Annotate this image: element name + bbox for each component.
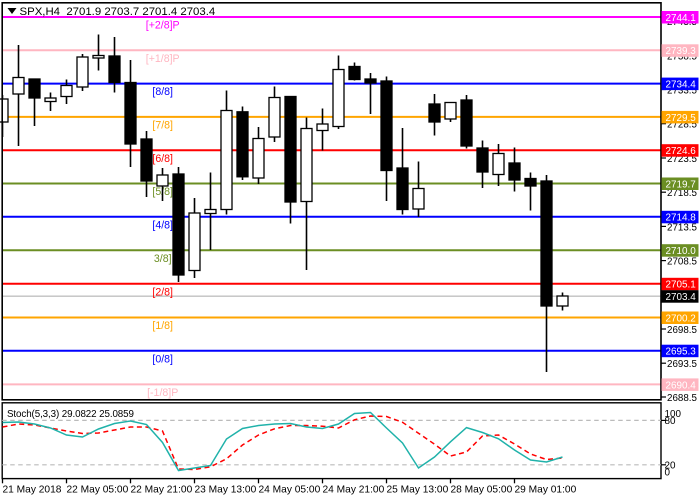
svg-text:[-1/8]P: [-1/8]P [147,387,178,399]
svg-text:24 May 21:00: 24 May 21:00 [323,484,385,495]
svg-text:[+2/8]P: [+2/8]P [146,20,180,32]
svg-text:23 May 13:00: 23 May 13:00 [195,484,257,495]
svg-text:22 May 21:00: 22 May 21:00 [131,484,193,495]
svg-text:2739.3: 2739.3 [666,46,697,57]
svg-text:2690.4: 2690.4 [666,380,697,391]
svg-text:2688.5: 2688.5 [667,393,698,404]
svg-text:2713.5: 2713.5 [667,222,698,233]
svg-text:25 May 13:00: 25 May 13:00 [387,484,449,495]
svg-text:[2/8]: [2/8] [152,286,173,298]
svg-text:2724.6: 2724.6 [666,146,697,157]
svg-text:SPX,H4 2701.9 2703.7 2701.4 2: SPX,H4 2701.9 2703.7 2701.4 2703.4 [20,6,216,18]
svg-text:2700.2: 2700.2 [666,313,696,324]
svg-text:2710.0: 2710.0 [666,246,697,257]
svg-text:2693.5: 2693.5 [667,359,698,370]
svg-text:[4/8]: [4/8] [152,219,173,231]
svg-text:2734.4: 2734.4 [666,80,697,91]
svg-text:20: 20 [665,461,676,472]
svg-text:[1/8]: [1/8] [152,320,173,332]
svg-text:2708.5: 2708.5 [667,257,698,268]
svg-text:[0/8]: [0/8] [152,353,173,365]
svg-text:24 May 05:00: 24 May 05:00 [259,484,321,495]
svg-text:0: 0 [665,468,671,479]
svg-text:2723.5: 2723.5 [667,154,698,165]
svg-text:[8/8]: [8/8] [152,86,173,98]
svg-text:22 May 05:00: 22 May 05:00 [67,484,129,495]
svg-text:2705.1: 2705.1 [666,280,697,291]
svg-text:2714.8: 2714.8 [666,213,697,224]
svg-text:2703.4: 2703.4 [666,292,697,303]
svg-text:2744.1: 2744.1 [666,13,697,24]
svg-text:[7/8]: [7/8] [152,120,173,132]
svg-text:2728.5: 2728.5 [667,120,698,131]
svg-text:[6/8]: [6/8] [152,153,173,165]
svg-text:28 May 05:00: 28 May 05:00 [451,484,513,495]
svg-text:21 May 2018: 21 May 2018 [3,484,62,495]
svg-text:80: 80 [665,416,676,427]
svg-text:[+1/8]P: [+1/8]P [146,53,180,65]
svg-text:3/8]: 3/8] [154,253,172,265]
svg-text:2729.5: 2729.5 [666,113,697,124]
svg-text:2733.5: 2733.5 [667,86,698,97]
svg-text:29 May 01:00: 29 May 01:00 [515,484,577,495]
svg-text:2719.7: 2719.7 [666,179,696,190]
svg-text:2718.5: 2718.5 [667,188,698,199]
svg-text:2698.5: 2698.5 [667,325,698,336]
svg-text:100: 100 [665,409,682,420]
svg-text:2695.3: 2695.3 [666,347,697,358]
svg-text:Stoch(5,3,3) 29.0822 25.0859: Stoch(5,3,3) 29.0822 25.0859 [7,409,134,420]
